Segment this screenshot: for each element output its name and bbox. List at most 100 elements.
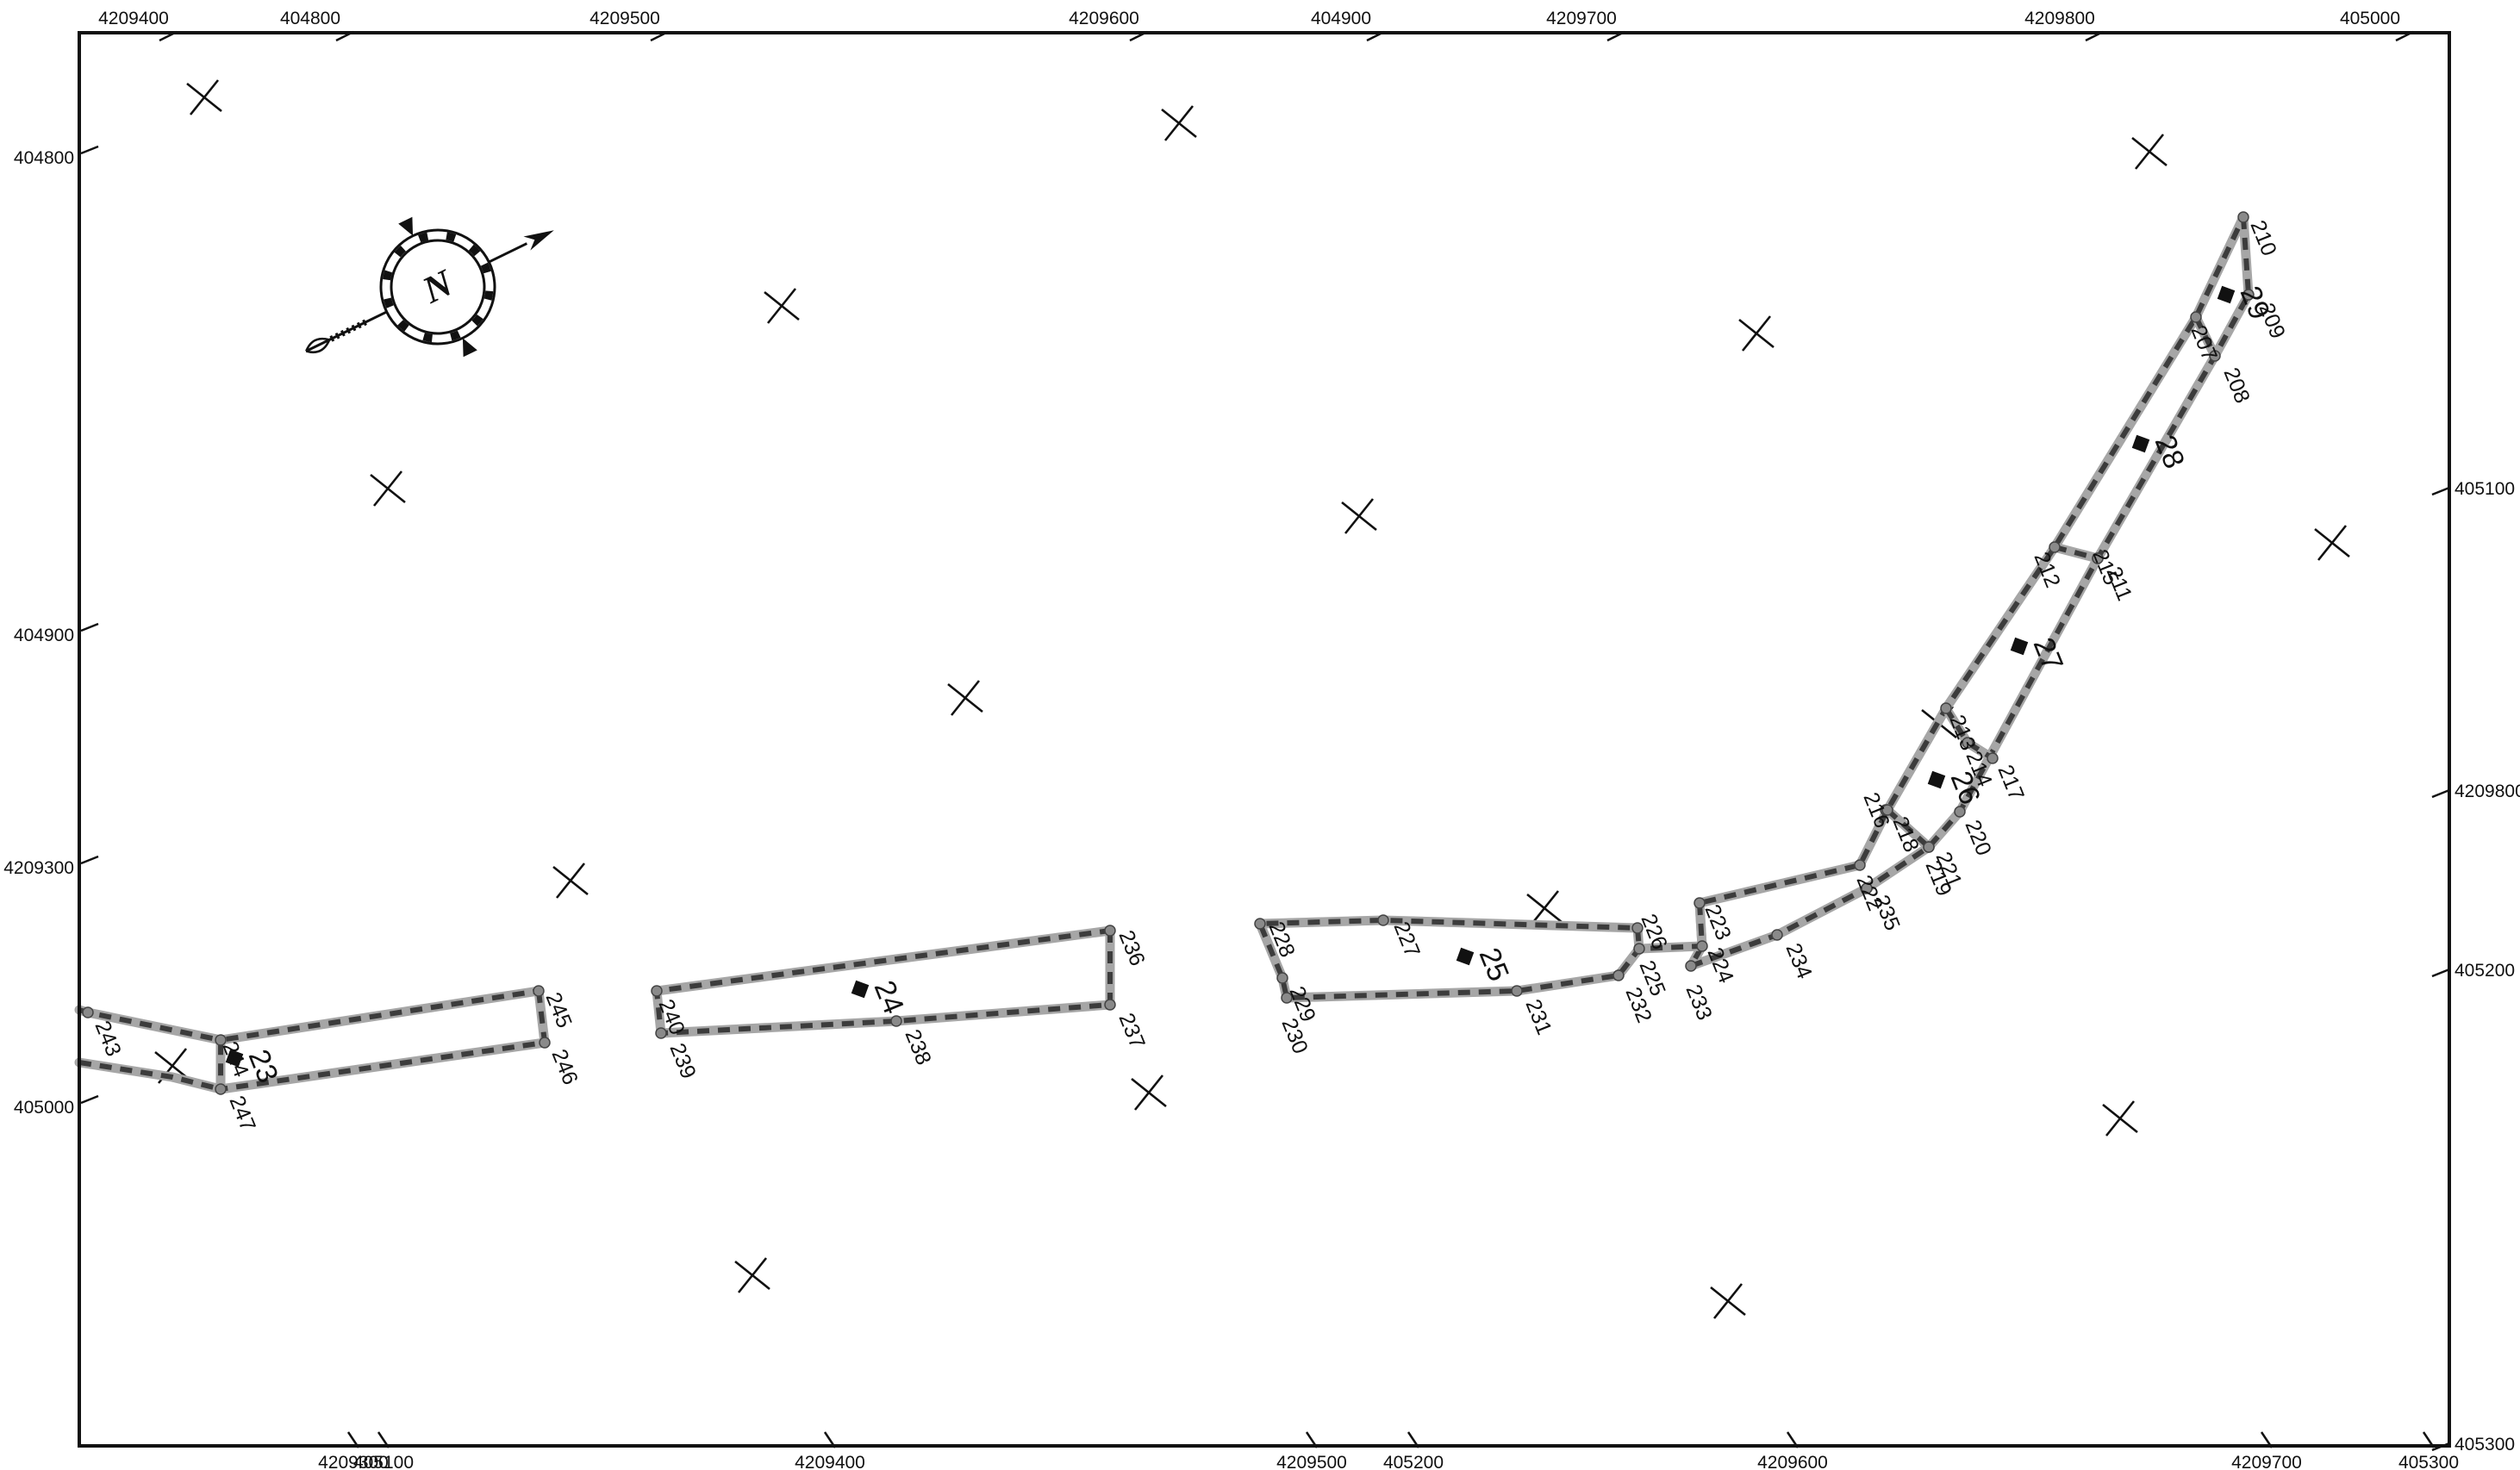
coord-label-top: 405000 <box>2340 9 2400 28</box>
tick-bottom <box>823 1431 837 1448</box>
vertex-point <box>82 1006 94 1018</box>
vertex-point <box>2049 541 2061 553</box>
grid-cross-mark <box>372 470 403 507</box>
vertex-point <box>1923 841 1935 853</box>
parcel-marker <box>2010 637 2029 656</box>
parcel-marker <box>1456 947 1475 966</box>
grid-cross-mark <box>950 680 981 716</box>
north-arrow: N <box>305 216 554 358</box>
tick-right <box>2431 788 2450 799</box>
coord-label-left: 404800 <box>14 148 74 168</box>
coord-label-left: 4209300 <box>3 858 74 878</box>
coord-label-left: 404900 <box>14 626 74 645</box>
parcel-boundary-line <box>1688 215 2251 969</box>
vertex-point <box>890 1015 902 1027</box>
vertex-point <box>1987 752 1999 764</box>
tick-top <box>335 30 354 42</box>
parcel-boundary-line <box>2054 545 2099 561</box>
tick-right <box>2431 1442 2450 1452</box>
tick-right <box>2431 486 2450 496</box>
compass-outer-ring <box>379 228 496 346</box>
vertex-point <box>1854 859 1866 871</box>
vertex-point <box>1104 925 1116 937</box>
frame-coordinate-labels: 4209400 404800 4209500 4209600 404900 4209700… <box>3 9 2520 1470</box>
tick-bottom <box>2260 1431 2274 1448</box>
vertex-point <box>1954 806 1966 818</box>
vertex-point <box>2190 311 2202 323</box>
coord-label-right: 405100 <box>2455 479 2515 499</box>
tick-top <box>1366 30 1385 42</box>
tick-left <box>80 855 99 865</box>
frame-ticks <box>80 30 2450 1452</box>
parcel-boundary-line <box>2193 315 2217 358</box>
coord-label-left: 405000 <box>14 1098 74 1118</box>
parcel-boundary-line <box>1885 807 1931 850</box>
compass-inner-ring <box>390 239 486 335</box>
grid-cross-mark <box>2317 525 2348 561</box>
parcel-marker <box>2131 434 2150 453</box>
coord-label-bottom: 405100 <box>353 1453 414 1470</box>
coord-label-bottom: 4209500 <box>1276 1453 1347 1470</box>
north-arrow-feather <box>329 318 370 342</box>
tick-bottom <box>377 1431 390 1448</box>
coord-label-top: 4209800 <box>2024 9 2095 28</box>
north-arrow-tail <box>305 337 331 354</box>
vertex-point <box>1281 992 1293 1004</box>
tick-top <box>159 30 178 42</box>
vertex-point <box>1771 929 1783 941</box>
vertex-point <box>2237 211 2249 223</box>
grid-cross-mark <box>555 863 586 899</box>
coord-label-top: 404800 <box>280 9 340 28</box>
tick-top <box>1129 30 1148 42</box>
grid-cross-mark <box>1741 315 1772 352</box>
grid-cross-mark <box>1133 1074 1164 1111</box>
tick-bottom <box>346 1431 360 1448</box>
coord-label-bottom: 4209600 <box>1757 1453 1828 1470</box>
vertex-point <box>655 1027 667 1039</box>
vertex-point <box>1276 972 1288 984</box>
parcel-marker <box>851 980 870 999</box>
vertex-point <box>1254 918 1266 930</box>
vertex-point <box>1940 702 1952 714</box>
vertex-point <box>533 985 545 997</box>
tick-left <box>80 622 99 632</box>
grid-cross-mark <box>766 288 797 324</box>
grid-cross-mark <box>1529 890 1560 926</box>
vertex-point <box>1612 969 1625 981</box>
coord-label-right: 405300 <box>2455 1435 2515 1454</box>
compass-pointer-bottom <box>462 338 477 358</box>
coord-label-bottom: 405300 <box>2398 1453 2459 1470</box>
parcel-boundary-line <box>654 928 1113 1036</box>
vertex-point <box>1685 960 1697 972</box>
tick-top <box>1606 30 1625 42</box>
coord-label-bottom: 4209400 <box>795 1453 865 1470</box>
coord-label-right: 405200 <box>2455 961 2515 981</box>
vertex-point <box>1633 943 1645 955</box>
vertex-point <box>1962 737 1974 749</box>
grid-cross-mark <box>1344 498 1375 534</box>
coord-label-right: 4209800 <box>2455 782 2520 801</box>
coord-label-top: 4209500 <box>589 9 660 28</box>
parcel-boundary-line <box>1257 902 1705 1000</box>
coord-label-bottom: 4209700 <box>2231 1453 2302 1470</box>
grid-cross-mark <box>1712 1283 1743 1319</box>
vertex-point <box>215 1083 227 1095</box>
vertex-point <box>2209 350 2221 362</box>
vertex-point <box>1104 999 1116 1011</box>
grid-cross-mark <box>2134 134 2165 170</box>
parcel-marker <box>1927 770 1946 789</box>
parcel-marker <box>225 1049 244 1068</box>
vertex-point <box>1696 940 1708 952</box>
vertex-point <box>1631 922 1644 934</box>
coord-label-bottom: 405200 <box>1383 1453 1444 1470</box>
parcel-boundary-line <box>78 1060 221 1092</box>
tick-top <box>650 30 669 42</box>
tick-bottom <box>1305 1431 1319 1448</box>
coord-label-top: 4209700 <box>1546 9 1617 28</box>
vertex-points <box>82 211 2255 1095</box>
parcel-markers <box>225 285 2236 1068</box>
coord-label-top: 4209400 <box>98 9 169 28</box>
vertex-point <box>1694 897 1706 909</box>
